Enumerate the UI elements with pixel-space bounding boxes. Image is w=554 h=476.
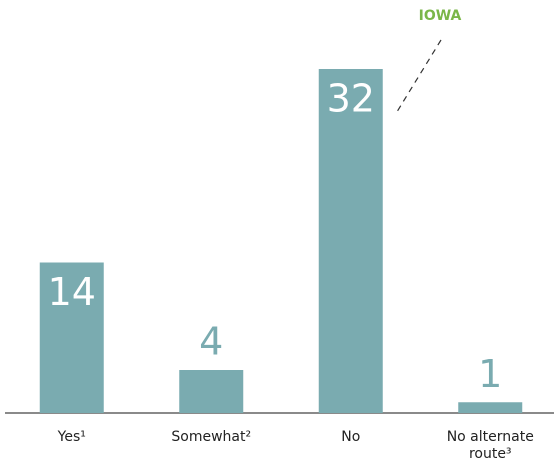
x-tick-label: No alternate route³ xyxy=(446,429,534,462)
value-label: 32 xyxy=(327,77,375,121)
x-tick-label: Yes¹ xyxy=(57,429,86,445)
value-label: 1 xyxy=(478,352,502,396)
annotation-leader xyxy=(394,39,442,116)
annotation: IOWA xyxy=(419,8,462,24)
bar xyxy=(179,370,244,413)
x-tick-label: Somewhat² xyxy=(171,429,252,445)
value-label: 4 xyxy=(199,320,223,364)
bar xyxy=(458,402,523,413)
bar xyxy=(39,262,104,413)
x-tick-label: No xyxy=(341,429,361,445)
value-label: 14 xyxy=(48,270,96,314)
bar xyxy=(318,69,383,413)
